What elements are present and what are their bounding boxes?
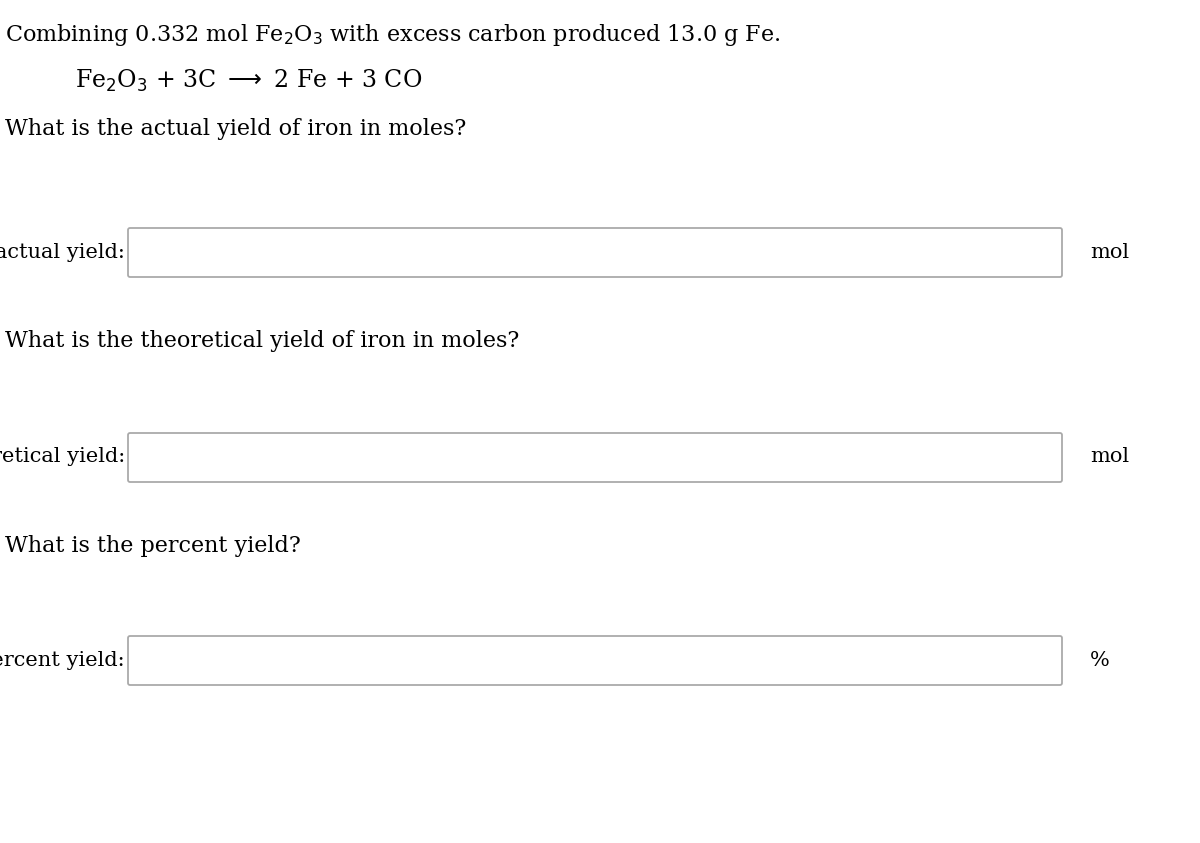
Text: theoretical yield:: theoretical yield:	[0, 448, 125, 466]
FancyBboxPatch shape	[128, 636, 1062, 685]
Text: What is the theoretical yield of iron in moles?: What is the theoretical yield of iron in…	[5, 330, 520, 352]
FancyBboxPatch shape	[128, 433, 1062, 482]
Text: percent yield:: percent yield:	[0, 651, 125, 669]
Text: What is the actual yield of iron in moles?: What is the actual yield of iron in mole…	[5, 118, 467, 140]
Text: mol: mol	[1090, 448, 1129, 466]
Text: Combining 0.332 mol Fe$_2$O$_3$ with excess carbon produced 13.0 g Fe.: Combining 0.332 mol Fe$_2$O$_3$ with exc…	[5, 22, 780, 48]
Text: actual yield:: actual yield:	[0, 243, 125, 261]
Text: %: %	[1090, 651, 1110, 669]
Text: What is the percent yield?: What is the percent yield?	[5, 535, 301, 557]
Text: Fe$_2$O$_3$ + 3C $\longrightarrow$ 2 Fe + 3 CO: Fe$_2$O$_3$ + 3C $\longrightarrow$ 2 Fe …	[74, 68, 422, 94]
FancyBboxPatch shape	[128, 228, 1062, 277]
Text: mol: mol	[1090, 243, 1129, 261]
